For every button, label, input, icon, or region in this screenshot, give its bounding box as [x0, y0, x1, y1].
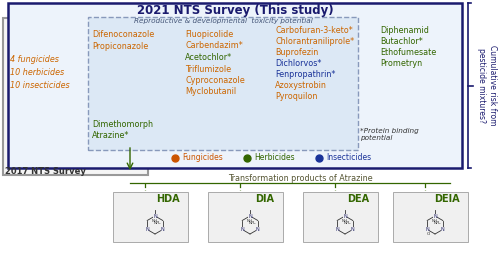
Bar: [88, 17, 358, 150]
Text: Buprofezin: Buprofezin: [275, 48, 318, 57]
Text: Diphenamid: Diphenamid: [380, 26, 429, 35]
Text: N: N: [433, 214, 437, 219]
Text: Ethofumesate: Ethofumesate: [380, 48, 436, 57]
Text: Carbofuran-3-keto*: Carbofuran-3-keto*: [275, 26, 353, 35]
Text: Dichlorvos*: Dichlorvos*: [275, 59, 322, 68]
Text: Triflumizole: Triflumizole: [185, 64, 231, 74]
Text: NH₂: NH₂: [248, 222, 256, 225]
Text: N: N: [426, 227, 429, 232]
Text: Acetochlor*: Acetochlor*: [185, 53, 232, 62]
Bar: [8, 3, 462, 168]
Bar: [302, 192, 378, 242]
Text: Fluopicolide: Fluopicolide: [185, 30, 233, 39]
Text: Azoxystrobin: Azoxystrobin: [275, 81, 327, 90]
Text: Difenoconazole: Difenoconazole: [92, 30, 154, 39]
Text: N: N: [240, 227, 244, 232]
Text: Myclobutanil: Myclobutanil: [185, 87, 236, 96]
Text: N: N: [256, 227, 260, 232]
Bar: [208, 192, 282, 242]
Text: Transformation products of Atrazine: Transformation products of Atrazine: [228, 174, 372, 183]
Text: Carbendazim*: Carbendazim*: [185, 42, 243, 51]
Text: Dimethomorph: Dimethomorph: [92, 120, 153, 129]
Bar: [392, 192, 468, 242]
Text: Propiconazole: Propiconazole: [92, 42, 148, 51]
Text: NH₂: NH₂: [433, 222, 441, 225]
Text: Reproductive & developmental  toxicity potential: Reproductive & developmental toxicity po…: [134, 18, 312, 24]
Text: 2021 NTS Survey (This study): 2021 NTS Survey (This study): [136, 4, 334, 17]
Text: Atrazine*: Atrazine*: [92, 131, 130, 140]
Text: N: N: [336, 227, 339, 232]
Text: N: N: [343, 214, 347, 219]
Bar: [112, 192, 188, 242]
Text: N: N: [146, 227, 149, 232]
Bar: [3, 18, 148, 175]
Text: Pyroquilon: Pyroquilon: [275, 92, 318, 101]
Text: NH₂: NH₂: [151, 219, 159, 222]
Text: Herbicides: Herbicides: [254, 154, 294, 163]
Text: Chlorantraniliprole*: Chlorantraniliprole*: [275, 37, 354, 46]
Text: 4 fungicides: 4 fungicides: [10, 55, 59, 64]
Text: HDA: HDA: [156, 194, 180, 204]
Text: Fungicides: Fungicides: [182, 154, 223, 163]
Text: NH₂: NH₂: [153, 222, 161, 225]
Text: *Protein binding
potential: *Protein binding potential: [360, 128, 419, 141]
Text: N: N: [441, 227, 444, 232]
Text: N: N: [248, 214, 252, 219]
Text: Prometryn: Prometryn: [380, 59, 422, 68]
Text: DEA: DEA: [348, 194, 370, 204]
Text: N: N: [153, 214, 157, 219]
Text: N: N: [351, 227, 354, 232]
Text: 10 insecticides: 10 insecticides: [10, 81, 70, 90]
Text: Insecticides: Insecticides: [326, 154, 371, 163]
Text: 2017 NTS Survey: 2017 NTS Survey: [5, 167, 86, 176]
Text: Cumulative risk from
pesticide mixtures?: Cumulative risk from pesticide mixtures?: [478, 45, 496, 126]
Text: NH₂: NH₂: [431, 219, 439, 222]
Text: N: N: [161, 227, 164, 232]
Text: NH₂: NH₂: [343, 222, 351, 225]
Text: Fenpropathrin*: Fenpropathrin*: [275, 70, 336, 79]
Text: NH₂: NH₂: [341, 219, 349, 222]
Text: Cl: Cl: [427, 232, 431, 236]
Text: NH₂: NH₂: [246, 219, 254, 222]
Text: 10 herbicides: 10 herbicides: [10, 68, 64, 77]
Text: Butachlor*: Butachlor*: [380, 37, 423, 46]
Text: DEIA: DEIA: [434, 194, 460, 204]
Text: DIA: DIA: [256, 194, 274, 204]
Text: Cyproconazole: Cyproconazole: [185, 76, 245, 85]
